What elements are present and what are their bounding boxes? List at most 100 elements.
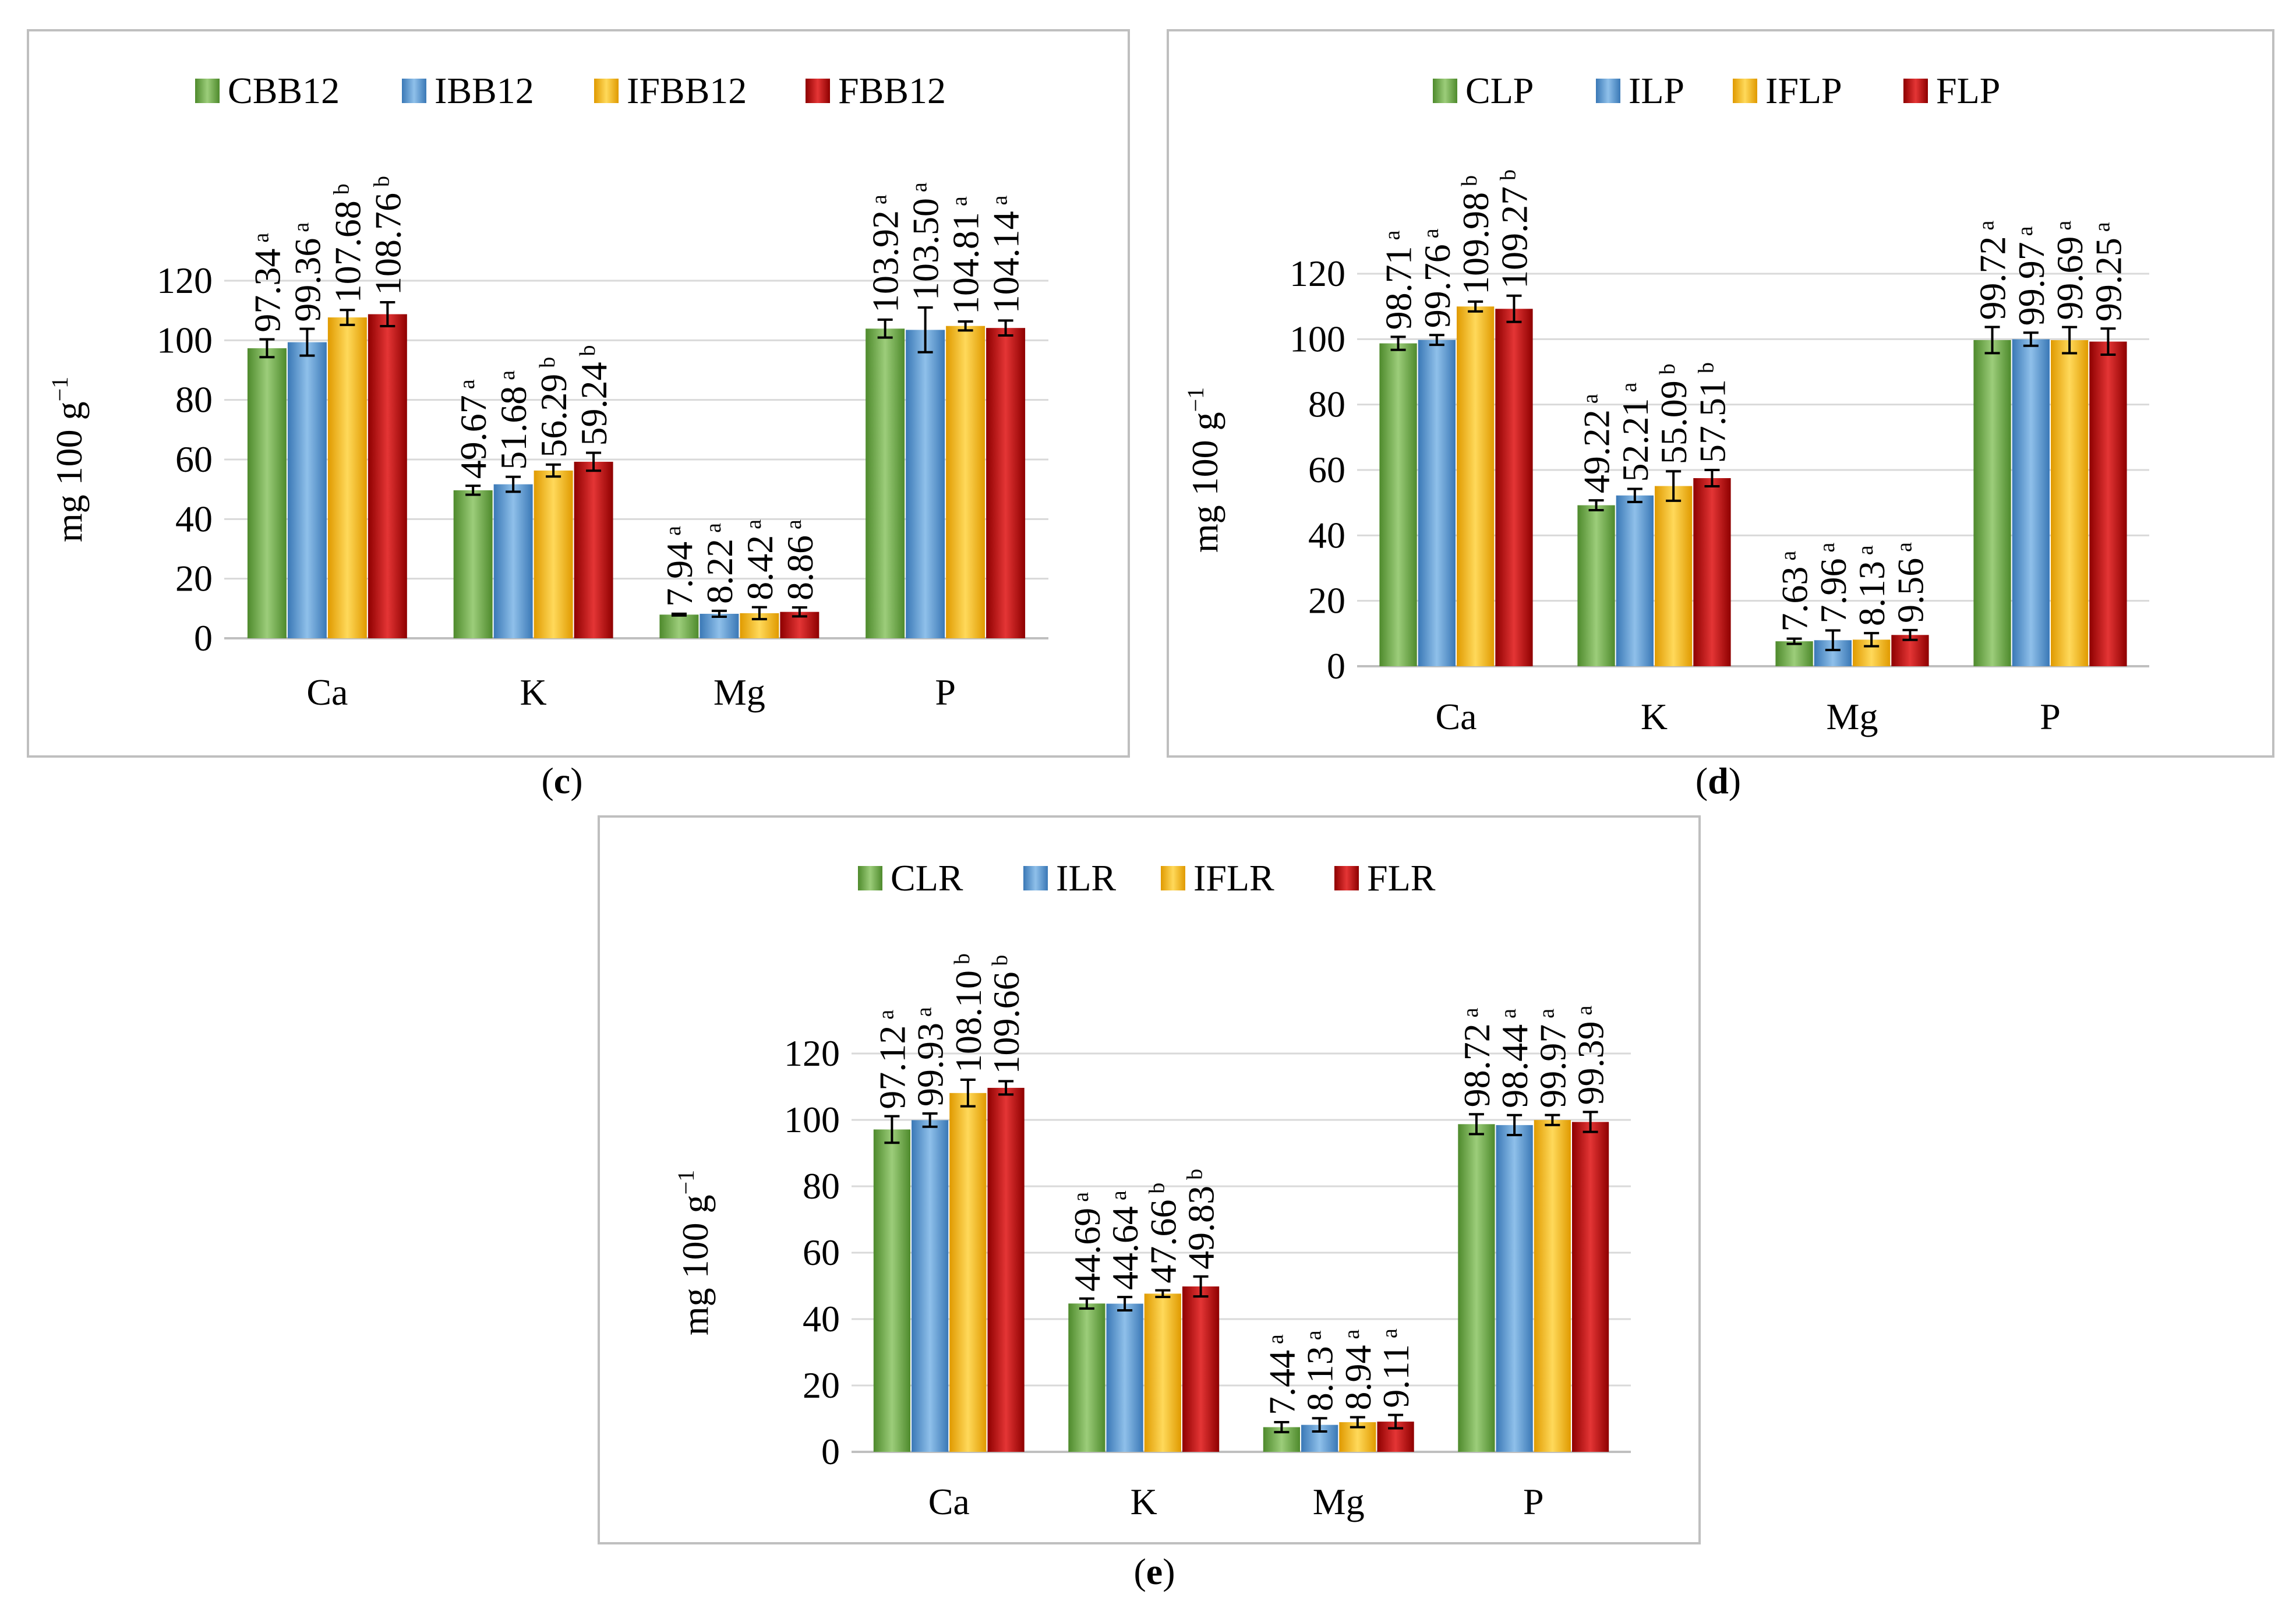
data-label-flp-ca: 109.27b [1493, 169, 1535, 289]
y-axis-label: mg 100 g−1 [1182, 387, 1225, 553]
bar-ibb12-ca [287, 342, 327, 638]
y-tick-label: 60 [1308, 449, 1345, 490]
data-label-clp-p: 99.72a [1972, 220, 2014, 320]
data-label-ilp-p: 99.97a [2011, 226, 2052, 326]
y-axis-label: mg 100 g−1 [673, 1170, 716, 1335]
legend-swatch-flp [1903, 79, 1928, 103]
legend-label-flp: FLP [1936, 70, 2000, 111]
category-label-ca: Ca [1435, 696, 1476, 737]
bar-iflr-p [1534, 1120, 1571, 1452]
bar-ifbb12-p [946, 326, 985, 638]
legend-swatch-clr [858, 866, 882, 890]
y-tick-label: 80 [803, 1165, 840, 1207]
data-label-cbb12-p: 103.92a [865, 195, 906, 313]
bar-flp-ca [1495, 309, 1533, 666]
category-label-p: P [1523, 1481, 1544, 1522]
y-tick-label: 20 [803, 1365, 840, 1406]
y-tick-label: 0 [821, 1431, 840, 1472]
panel-caption: (d) [1695, 760, 1741, 801]
y-tick-label: 60 [803, 1232, 840, 1273]
bar-iflr-ca [949, 1093, 987, 1452]
bar-flp-k [1693, 478, 1731, 666]
data-label-fbb12-mg: 8.86a [779, 519, 821, 600]
data-label-ilp-mg: 7.96a [1813, 542, 1854, 623]
legend-swatch-ibb12 [402, 79, 426, 103]
legend-swatch-cbb12 [195, 79, 220, 103]
bar-clp-k [1577, 505, 1615, 666]
bar-clp-mg [1775, 641, 1813, 666]
bar-clr-ca [873, 1129, 911, 1452]
data-label-ifbb12-ca: 107.68b [327, 183, 368, 303]
y-tick-label: 20 [175, 558, 213, 599]
legend-label-clp: CLP [1465, 70, 1534, 111]
data-label-flp-p: 99.25a [2087, 222, 2129, 321]
bar-clp-p [1973, 340, 2011, 666]
chart-panel-d: 0 20 40 60 80 100 120 mg 100 g−1 CLP ILP IFLP FLP Ca… [1167, 29, 2274, 801]
data-label-ilr-p: 98.44a [1494, 1009, 1535, 1108]
bar-ilr-p [1496, 1125, 1533, 1452]
legend-label-clr: CLR [891, 857, 963, 899]
legend-label-iflp: IFLP [1765, 70, 1842, 111]
bar-ifbb12-ca [327, 317, 367, 638]
data-label-cbb12-ca: 97.34a [246, 233, 288, 333]
data-label-cbb12-mg: 7.94a [659, 526, 700, 607]
bar-iflp-p [2051, 340, 2089, 666]
legend-swatch-iflp [1733, 79, 1757, 103]
legend-label-ilp: ILP [1629, 70, 1684, 111]
data-label-ibb12-k: 51.68a [493, 370, 534, 470]
category-label-k: K [520, 671, 547, 713]
category-label-ca: Ca [928, 1481, 970, 1522]
y-tick-label: 20 [1308, 580, 1345, 621]
bar-cbb12-ca [247, 348, 287, 638]
category-label-ca: Ca [306, 671, 348, 713]
data-label-ilr-k: 44.64a [1104, 1190, 1146, 1290]
bar-ilr-ca [912, 1120, 949, 1452]
y-tick-label: 120 [1290, 253, 1345, 294]
data-label-flp-k: 57.51b [1691, 362, 1733, 463]
data-label-iflr-ca: 108.10b [948, 953, 989, 1073]
y-tick-label: 0 [194, 617, 213, 659]
data-label-ibb12-p: 103.50a [905, 182, 946, 301]
data-label-clp-ca: 98.71a [1378, 230, 1419, 330]
y-tick-label: 100 [157, 319, 213, 360]
legend-swatch-clp [1433, 79, 1457, 103]
y-tick-label: 0 [1327, 645, 1345, 687]
data-label-ifbb12-mg: 8.42a [739, 519, 780, 600]
bar-flr-p [1571, 1122, 1609, 1452]
y-tick-label: 100 [784, 1099, 840, 1140]
y-tick-label: 60 [175, 439, 213, 480]
bar-iflr-k [1144, 1293, 1181, 1452]
legend-label-iflr: IFLR [1193, 857, 1274, 899]
y-tick-label: 100 [1290, 318, 1345, 359]
y-tick-label: 120 [157, 260, 213, 301]
bar-cbb12-mg [659, 614, 699, 638]
bar-ilp-p [2012, 339, 2050, 666]
data-label-flp-mg: 9.56a [1889, 542, 1931, 623]
bar-clr-k [1068, 1303, 1105, 1452]
data-label-flr-mg: 9.11a [1375, 1328, 1417, 1408]
y-tick-label: 120 [784, 1033, 840, 1074]
category-label-mg: Mg [1827, 696, 1878, 737]
category-label-mg: Mg [1313, 1481, 1365, 1522]
bar-ilr-k [1106, 1303, 1143, 1452]
data-label-iflr-p: 99.97a [1532, 1009, 1573, 1108]
bar-ilp-ca [1418, 340, 1456, 666]
bar-flr-k [1182, 1286, 1220, 1452]
data-label-ilr-mg: 8.13a [1299, 1330, 1341, 1411]
bar-ibb12-k [493, 484, 533, 638]
data-label-flr-ca: 109.66b [985, 955, 1027, 1074]
data-label-ilp-ca: 99.76a [1417, 228, 1458, 328]
data-label-clr-ca: 97.12a [871, 1010, 913, 1109]
legend-label-ifbb12: IFBB12 [627, 70, 747, 111]
legend-swatch-ilr [1023, 866, 1048, 890]
bar-clp-ca [1379, 343, 1417, 666]
data-label-clp-mg: 7.63a [1774, 551, 1815, 632]
y-tick-label: 40 [803, 1298, 840, 1339]
y-tick-label: 80 [1308, 384, 1345, 425]
category-label-mg: Mg [713, 671, 765, 713]
chart-frame [1167, 29, 2274, 758]
data-label-cbb12-k: 49.67a [453, 379, 494, 479]
y-axis-label: mg 100 g−1 [47, 377, 90, 542]
bar-iflp-k [1655, 486, 1693, 666]
